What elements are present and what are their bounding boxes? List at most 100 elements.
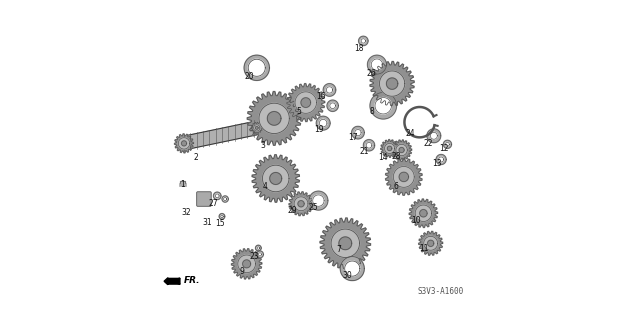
Text: 16: 16	[316, 92, 326, 101]
Text: 31: 31	[202, 218, 212, 226]
Polygon shape	[289, 192, 313, 216]
Polygon shape	[370, 62, 414, 106]
Text: 20: 20	[245, 72, 255, 81]
Polygon shape	[198, 193, 209, 204]
Polygon shape	[268, 112, 281, 125]
Polygon shape	[215, 194, 219, 198]
Polygon shape	[295, 92, 317, 113]
Polygon shape	[381, 140, 399, 157]
Polygon shape	[313, 195, 324, 206]
Polygon shape	[320, 218, 371, 269]
Polygon shape	[385, 159, 422, 195]
Bar	[179, 183, 186, 186]
Polygon shape	[399, 147, 404, 152]
Text: 19: 19	[314, 125, 324, 134]
Text: S3V3-A1600: S3V3-A1600	[418, 287, 464, 296]
Polygon shape	[287, 84, 324, 122]
Polygon shape	[330, 103, 335, 108]
Polygon shape	[387, 146, 392, 151]
Polygon shape	[316, 116, 330, 130]
Polygon shape	[409, 199, 438, 227]
Polygon shape	[252, 155, 300, 202]
Polygon shape	[340, 256, 364, 281]
Polygon shape	[294, 197, 308, 211]
Text: 4: 4	[262, 182, 267, 191]
Polygon shape	[394, 167, 414, 187]
Text: 11: 11	[419, 244, 429, 253]
Text: 30: 30	[342, 271, 352, 280]
Polygon shape	[420, 210, 427, 217]
Polygon shape	[370, 93, 397, 119]
Text: 22: 22	[424, 138, 433, 148]
Text: FR.: FR.	[184, 276, 200, 285]
Text: 5: 5	[296, 107, 301, 116]
Polygon shape	[180, 181, 185, 183]
Text: 13: 13	[432, 159, 442, 168]
Polygon shape	[428, 240, 434, 247]
Polygon shape	[301, 98, 310, 108]
Polygon shape	[424, 236, 438, 250]
Polygon shape	[385, 143, 395, 153]
Text: 32: 32	[182, 208, 191, 217]
Polygon shape	[326, 87, 333, 93]
Polygon shape	[243, 260, 251, 268]
Text: 18: 18	[354, 44, 364, 53]
Polygon shape	[253, 125, 260, 131]
Text: 15: 15	[215, 219, 225, 228]
Polygon shape	[269, 173, 282, 184]
Polygon shape	[262, 165, 289, 192]
Polygon shape	[415, 205, 431, 221]
Polygon shape	[213, 192, 221, 200]
Polygon shape	[444, 140, 452, 148]
Polygon shape	[427, 129, 441, 143]
Polygon shape	[238, 255, 255, 273]
Polygon shape	[366, 142, 372, 148]
FancyBboxPatch shape	[196, 192, 211, 206]
Text: 29: 29	[288, 206, 298, 215]
Polygon shape	[309, 191, 328, 210]
Polygon shape	[387, 78, 398, 89]
Polygon shape	[182, 141, 187, 146]
Text: 14: 14	[378, 153, 388, 162]
Polygon shape	[345, 261, 360, 276]
Polygon shape	[355, 130, 361, 136]
Polygon shape	[259, 253, 262, 256]
Text: 1: 1	[180, 180, 185, 189]
Polygon shape	[255, 245, 261, 251]
Polygon shape	[396, 144, 407, 156]
Polygon shape	[179, 138, 189, 149]
Polygon shape	[327, 100, 339, 111]
Text: 2: 2	[193, 153, 198, 162]
Text: 12: 12	[439, 144, 449, 153]
Polygon shape	[255, 126, 258, 129]
Polygon shape	[438, 157, 444, 162]
Text: 25: 25	[308, 203, 318, 212]
Text: 21: 21	[360, 147, 369, 156]
Polygon shape	[361, 39, 365, 43]
Polygon shape	[339, 237, 352, 250]
Text: 6: 6	[394, 182, 398, 191]
Text: 23: 23	[250, 252, 259, 261]
Polygon shape	[419, 231, 443, 255]
Text: 9: 9	[239, 267, 244, 276]
Polygon shape	[358, 36, 368, 46]
Polygon shape	[399, 172, 408, 182]
Text: 27: 27	[209, 199, 218, 208]
Polygon shape	[221, 215, 223, 218]
Polygon shape	[380, 71, 404, 96]
Polygon shape	[175, 134, 193, 153]
Polygon shape	[351, 126, 364, 139]
Polygon shape	[248, 59, 266, 76]
Polygon shape	[181, 121, 257, 151]
Text: 10: 10	[412, 216, 421, 225]
Polygon shape	[222, 196, 228, 202]
Polygon shape	[430, 132, 437, 139]
Polygon shape	[367, 55, 387, 74]
FancyArrow shape	[164, 278, 180, 285]
Polygon shape	[219, 214, 225, 219]
Polygon shape	[445, 142, 449, 146]
Polygon shape	[223, 197, 227, 201]
Polygon shape	[331, 229, 360, 257]
Text: 24: 24	[405, 129, 415, 138]
Polygon shape	[375, 98, 392, 114]
